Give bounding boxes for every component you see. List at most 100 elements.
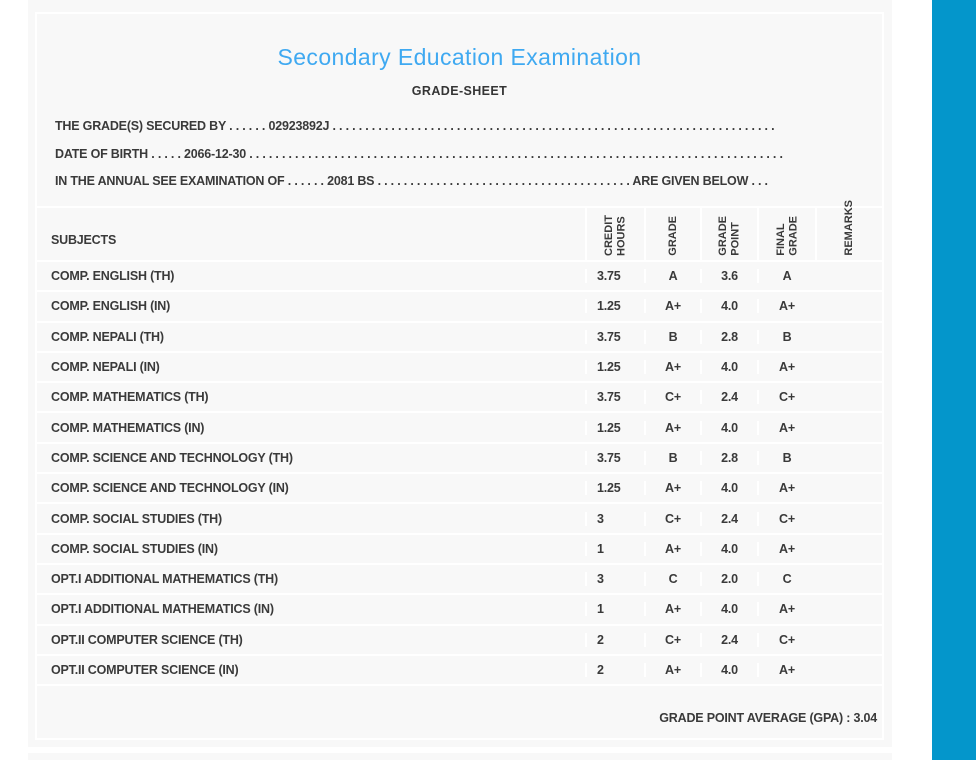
- info-line-examination: IN THE ANNUAL SEE EXAMINATION OF . . . .…: [55, 174, 795, 190]
- credit-hours-cell: 3: [585, 511, 644, 526]
- grades-table: SUBJECTS CREDIT HOURS GRADE GRADE POINT FIN…: [37, 200, 882, 687]
- table-row: COMP. NEPALI (IN) 1.25 A+ 4.0 A+: [37, 353, 882, 384]
- final-grade-cell: C+: [757, 511, 815, 526]
- info-label: THE GRADE(S) SECURED BY: [55, 119, 226, 133]
- table-row: OPT.II COMPUTER SCIENCE (IN) 2 A+ 4.0 A+: [37, 656, 882, 687]
- date-of-birth-value: 2066-12-30: [184, 147, 246, 161]
- grade-point-cell: 4.0: [700, 481, 757, 496]
- dotted-filler: . . . . . . . . . . . . . . . . . . . . …: [245, 147, 783, 161]
- info-label: DATE OF BIRTH: [55, 147, 148, 161]
- credit-hours-cell: 3.75: [585, 390, 644, 405]
- grade-cell: B: [644, 450, 700, 465]
- grade-point-cell: 2.0: [700, 572, 757, 587]
- gpa-value: 3.04: [853, 711, 877, 725]
- column-header-grade-point: GRADE POINT: [700, 208, 757, 260]
- grade-point-cell: 2.4: [700, 632, 757, 647]
- table-row: COMP. ENGLISH (IN) 1.25 A+ 4.0 A+: [37, 292, 882, 323]
- credit-hours-cell: 1: [585, 541, 644, 556]
- table-row: COMP. MATHEMATICS (TH) 3.75 C+ 2.4 C+: [37, 383, 882, 414]
- examination-year-value: 2081 BS: [327, 174, 375, 188]
- column-header-subjects: SUBJECTS: [51, 233, 117, 247]
- credit-hours-cell: 1: [585, 602, 644, 617]
- grade-cell: A+: [644, 299, 700, 314]
- subject-cell: COMP. SOCIAL STUDIES (IN): [51, 541, 218, 556]
- column-header-label: GRADE POINT: [717, 216, 742, 256]
- column-header-remarks: REMARKS: [815, 200, 882, 260]
- credit-hours-cell: 1.25: [585, 360, 644, 375]
- dotted-filler: . . . . . .: [284, 174, 328, 188]
- subject-cell: COMP. MATHEMATICS (IN): [51, 420, 205, 435]
- grade-cell: B: [644, 329, 700, 344]
- column-header-label: REMARKS: [843, 200, 856, 256]
- grade-cell: C+: [644, 390, 700, 405]
- grade-point-cell: 4.0: [700, 602, 757, 617]
- table-row: OPT.I ADDITIONAL MATHEMATICS (IN) 1 A+ 4.0 A…: [37, 595, 882, 626]
- grade-cell: A+: [644, 663, 700, 677]
- subject-cell: COMP. NEPALI (TH): [51, 329, 164, 344]
- credit-hours-cell: 2: [585, 632, 644, 647]
- final-grade-cell: A+: [757, 299, 815, 314]
- credit-hours-cell: 1.25: [585, 299, 644, 314]
- final-grade-cell: A+: [757, 481, 815, 496]
- dotted-filler: . . . . . . . . . . . . . . . . . . . . …: [374, 174, 633, 188]
- gpa-label: GRADE POINT AVERAGE (GPA) :: [659, 711, 851, 725]
- table-row: COMP. SCIENCE AND TECHNOLOGY (TH) 3.75 B 2.…: [37, 444, 882, 475]
- grade-point-cell: 4.0: [700, 299, 757, 314]
- table-row: COMP. ENGLISH (TH) 3.75 A 3.6 A: [37, 262, 882, 293]
- table-row: OPT.I ADDITIONAL MATHEMATICS (TH) 3 C 2.0 C: [37, 565, 882, 596]
- table-row: COMP. SOCIAL STUDIES (TH) 3 C+ 2.4 C+: [37, 504, 882, 535]
- grade-point-cell: 2.8: [700, 450, 757, 465]
- final-grade-cell: A+: [757, 663, 815, 677]
- grade-point-cell: 2.4: [700, 511, 757, 526]
- info-line-grades-secured: THE GRADE(S) SECURED BY . . . . . . 0292…: [55, 119, 795, 135]
- subject-cell: OPT.II COMPUTER SCIENCE (IN): [51, 663, 239, 677]
- credit-hours-cell: 1.25: [585, 481, 644, 496]
- column-header-final-grade: FINAL GRADE: [757, 208, 815, 260]
- grade-point-cell: 4.0: [700, 663, 757, 677]
- credit-hours-cell: 3.75: [585, 269, 644, 284]
- subject-cell: COMP. SCIENCE AND TECHNOLOGY (TH): [51, 450, 293, 465]
- subject-cell: OPT.I ADDITIONAL MATHEMATICS (IN): [51, 602, 274, 617]
- grade-sheet-subtitle: GRADE-SHEET: [411, 84, 508, 98]
- subject-cell: COMP. SOCIAL STUDIES (TH): [51, 511, 222, 526]
- table-row: COMP. SOCIAL STUDIES (IN) 1 A+ 4.0 A+: [37, 535, 882, 565]
- grade-point-cell: 4.0: [700, 541, 757, 556]
- right-side-blue-bar: [932, 0, 976, 760]
- page-title: Secondary Education Examination: [277, 44, 642, 70]
- final-grade-cell: C: [757, 572, 815, 587]
- symbol-number-value: 02923892J: [268, 119, 330, 133]
- column-header-grade: GRADE: [644, 208, 700, 260]
- column-header-label: CREDIT HOURS: [603, 215, 628, 256]
- grade-cell: C+: [644, 632, 700, 647]
- table-header-row: SUBJECTS CREDIT HOURS GRADE GRADE POINT FIN…: [37, 200, 882, 262]
- table-row: COMP. NEPALI (TH) 3.75 B 2.8 B: [37, 323, 882, 353]
- info-suffix: ARE GIVEN BELOW . . .: [632, 174, 768, 188]
- grade-cell: A+: [644, 602, 700, 617]
- subject-cell: OPT.II COMPUTER SCIENCE (TH): [51, 632, 243, 647]
- dotted-filler: . . . . .: [148, 147, 185, 161]
- table-row: OPT.II COMPUTER SCIENCE (TH) 2 C+ 2.4 C+: [37, 626, 882, 656]
- final-grade-cell: A+: [757, 541, 815, 556]
- table-row: COMP. MATHEMATICS (IN) 1.25 A+ 4.0 A+: [37, 413, 882, 444]
- grade-cell: A+: [644, 541, 700, 556]
- column-header-label: GRADE: [666, 216, 679, 256]
- grade-cell: C+: [644, 511, 700, 526]
- credit-hours-cell: 3.75: [585, 450, 644, 465]
- final-grade-cell: A+: [757, 360, 815, 375]
- credit-hours-cell: 2: [585, 663, 644, 677]
- subject-cell: COMP. SCIENCE AND TECHNOLOGY (IN): [51, 481, 289, 496]
- final-grade-cell: C+: [757, 390, 815, 405]
- subject-cell: COMP. ENGLISH (TH): [51, 269, 175, 284]
- grade-cell: A: [644, 269, 700, 284]
- grade-point-cell: 2.8: [700, 329, 757, 344]
- info-line-date-of-birth: DATE OF BIRTH . . . . . 2066-12-30 . . .…: [55, 147, 795, 163]
- document-panel: [28, 0, 892, 747]
- grade-cell: A+: [644, 360, 700, 375]
- grade-cell: A+: [644, 420, 700, 435]
- final-grade-cell: A+: [757, 602, 815, 617]
- grade-point-cell: 4.0: [700, 360, 757, 375]
- info-label: IN THE ANNUAL SEE EXAMINATION OF: [55, 174, 285, 188]
- subject-cell: COMP. MATHEMATICS (TH): [51, 390, 209, 405]
- grade-point-cell: 4.0: [700, 420, 757, 435]
